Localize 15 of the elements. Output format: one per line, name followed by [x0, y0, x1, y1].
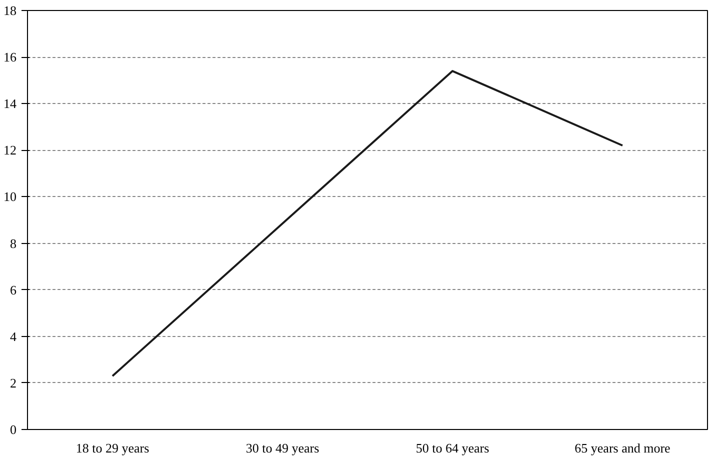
y-tick-label: 0: [10, 422, 16, 437]
x-tick-label: 50 to 64 years: [416, 440, 490, 456]
x-tick-label: 30 to 49 years: [246, 440, 320, 456]
x-tick-label: 18 to 29 years: [76, 440, 150, 456]
x-tick-label: 65 years and more: [574, 440, 671, 456]
y-tick-label: 6: [10, 282, 17, 298]
y-tick-label: 18: [4, 3, 16, 18]
y-tick-label: 8: [10, 236, 16, 251]
y-tick-label: 14: [4, 96, 17, 112]
y-tick-label: 4: [10, 328, 17, 344]
y-tick-label: 10: [4, 189, 16, 204]
y-tick-label: 2: [10, 375, 16, 390]
y-tick-label: 16: [4, 50, 17, 65]
y-tick-label: 12: [4, 142, 16, 158]
line-series: [112, 70, 624, 377]
